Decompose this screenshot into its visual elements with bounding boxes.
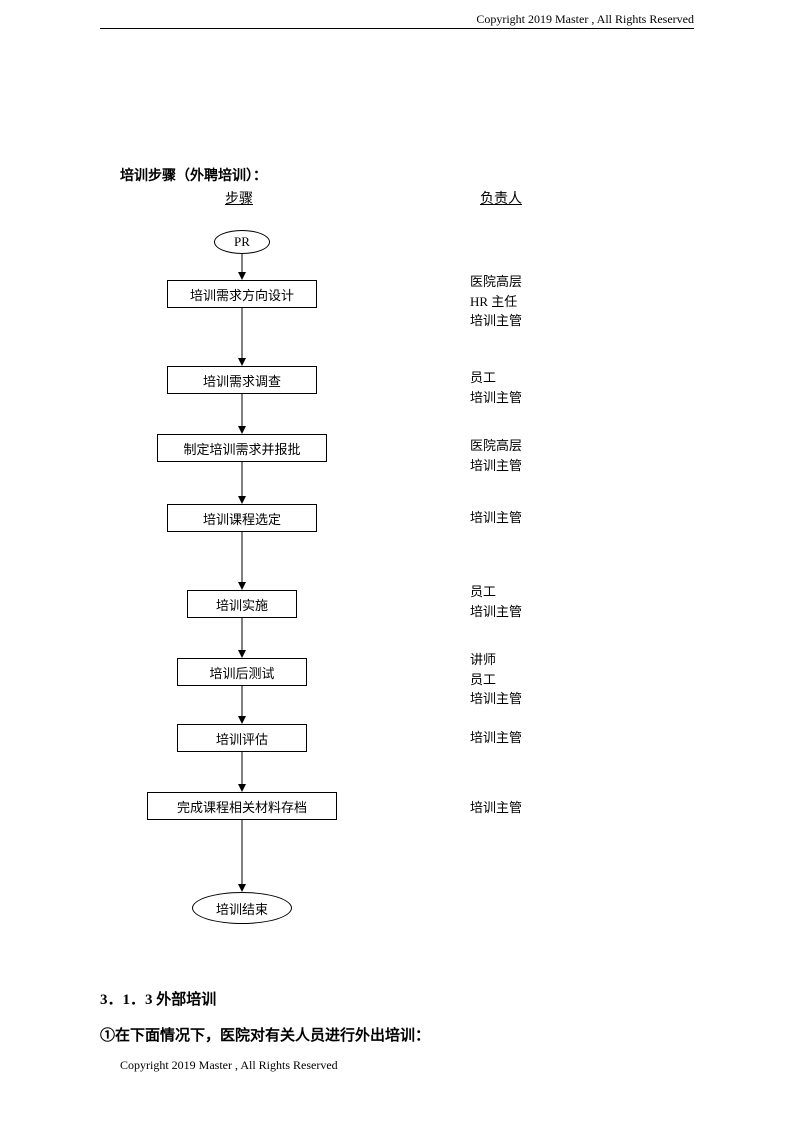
- flow-arrow-head: [238, 716, 246, 724]
- responsibility-3: 培训主管: [470, 508, 522, 528]
- responsibility-5: 讲师员工培训主管: [470, 650, 522, 709]
- flow-node-end: 培训结束: [192, 892, 292, 924]
- flow-arrow-line: [242, 394, 243, 427]
- responsibility-0: 医院高层HR 主任培训主管: [470, 272, 522, 331]
- flow-node-n1: 培训需求方向设计: [167, 280, 317, 308]
- flow-arrow-head: [238, 426, 246, 434]
- flow-arrow-head: [238, 496, 246, 504]
- footer-copyright: Copyright 2019 Master , All Rights Reser…: [120, 1058, 338, 1073]
- column-header-steps: 步骤: [225, 188, 253, 208]
- flow-node-n4: 培训课程选定: [167, 504, 317, 532]
- flow-arrow-line: [242, 618, 243, 651]
- flow-arrow-head: [238, 650, 246, 658]
- flow-arrow-line: [242, 686, 243, 717]
- flow-arrow-head: [238, 784, 246, 792]
- section-heading: 3．1．3 外部培训: [100, 988, 216, 1009]
- header-rule: [100, 28, 694, 29]
- column-header-responsible: 负责人: [480, 188, 522, 208]
- flow-node-n7: 培训评估: [177, 724, 307, 752]
- responsibility-1: 员工培训主管: [470, 368, 522, 407]
- responsibility-4: 员工培训主管: [470, 582, 522, 621]
- header-copyright: Copyright 2019 Master , All Rights Reser…: [476, 12, 694, 27]
- responsibility-7: 培训主管: [470, 798, 522, 818]
- main-title: 培训步骤（外聘培训）：: [120, 165, 267, 185]
- flow-arrow-line: [242, 752, 243, 785]
- flow-arrow-line: [242, 462, 243, 497]
- responsibility-2: 医院高层培训主管: [470, 436, 522, 475]
- flow-node-n3: 制定培训需求并报批: [157, 434, 327, 462]
- flow-arrow-line: [242, 254, 243, 273]
- flow-node-n2: 培训需求调查: [167, 366, 317, 394]
- responsibility-6: 培训主管: [470, 728, 522, 748]
- flow-node-n5: 培训实施: [187, 590, 297, 618]
- body-line-1: ①在下面情况下，医院对有关人员进行外出培训：: [100, 1024, 430, 1045]
- flow-arrow-line: [242, 308, 243, 359]
- flow-node-n6: 培训后测试: [177, 658, 307, 686]
- flow-node-start: PR: [214, 230, 270, 254]
- flow-arrow-head: [238, 884, 246, 892]
- flow-arrow-head: [238, 272, 246, 280]
- flow-arrow-line: [242, 820, 243, 885]
- flow-node-n8: 完成课程相关材料存档: [147, 792, 337, 820]
- flow-arrow-head: [238, 358, 246, 366]
- flow-arrow-line: [242, 532, 243, 583]
- flow-arrow-head: [238, 582, 246, 590]
